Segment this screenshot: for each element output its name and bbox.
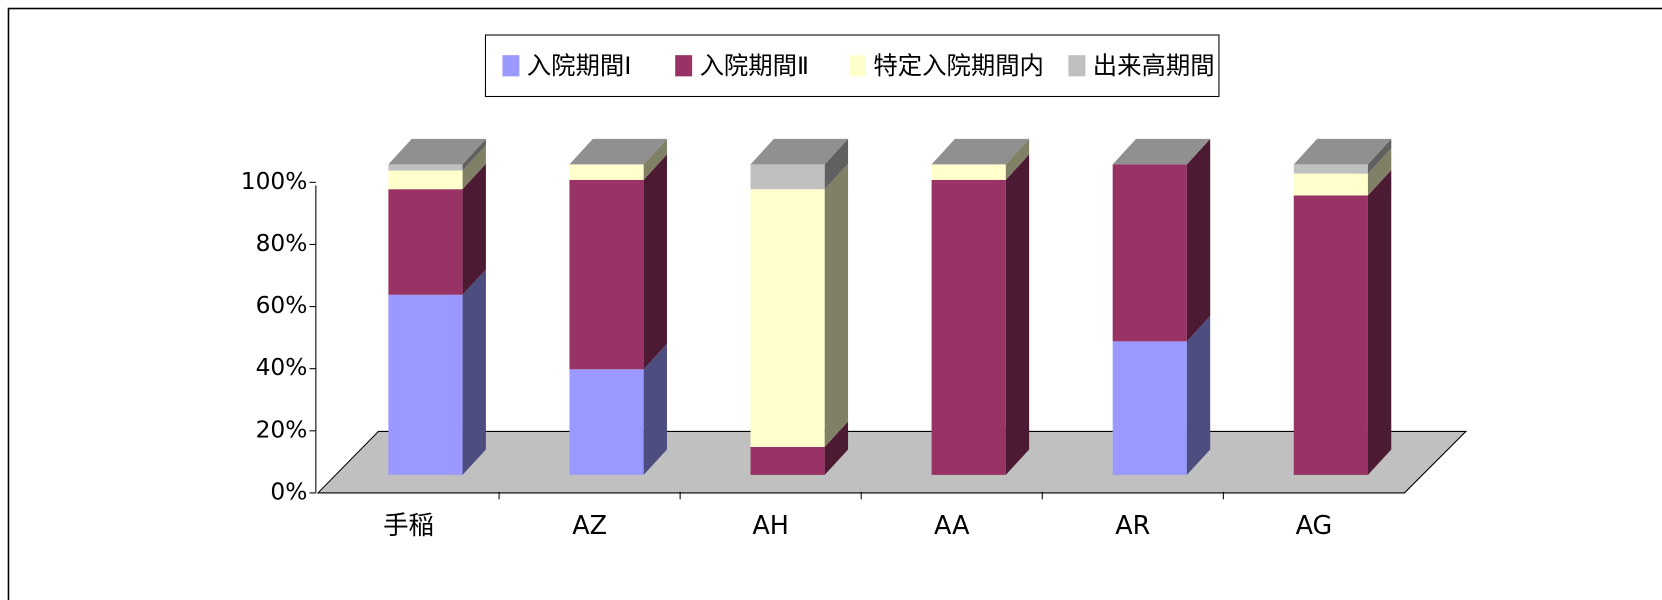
bar-segment bbox=[750, 164, 825, 190]
x-tick-label: AG bbox=[1296, 510, 1333, 540]
bar-segment bbox=[388, 294, 463, 475]
bar-top bbox=[569, 138, 667, 165]
bar-segment bbox=[750, 189, 825, 447]
y-tick-label: 100% bbox=[241, 168, 308, 195]
x-tick-label: AZ bbox=[572, 510, 607, 540]
bar-segment bbox=[569, 179, 644, 370]
legend-label: 入院期間Ⅱ bbox=[700, 51, 809, 80]
legend-swatch bbox=[502, 55, 520, 77]
legend-swatch bbox=[675, 55, 693, 77]
bar-segment bbox=[1112, 164, 1187, 342]
bar-segment bbox=[388, 189, 463, 295]
x-tick-label: 手稲 bbox=[383, 510, 434, 540]
bar-side bbox=[462, 138, 486, 171]
y-tick-label: 20% bbox=[256, 416, 308, 443]
y-tick-label: 0% bbox=[270, 478, 307, 505]
bar-top bbox=[1293, 138, 1392, 165]
bar-side bbox=[824, 163, 849, 447]
y-tick-label: 60% bbox=[256, 292, 308, 319]
bar-side bbox=[824, 421, 849, 475]
bar-top bbox=[388, 138, 486, 165]
bar-segment bbox=[931, 164, 1006, 180]
bar-segment bbox=[1293, 164, 1368, 174]
legend-label: 入院期間Ⅰ bbox=[527, 51, 632, 80]
x-tick-label: AR bbox=[1115, 510, 1150, 540]
bar-segment bbox=[569, 369, 644, 475]
bar-side bbox=[1005, 138, 1030, 180]
bar-side bbox=[1186, 315, 1211, 475]
bar-side bbox=[824, 138, 849, 190]
bar-segment bbox=[1293, 173, 1368, 196]
floor bbox=[316, 430, 1468, 494]
bar-top bbox=[931, 138, 1030, 165]
bar-side bbox=[643, 138, 667, 180]
bar-side bbox=[462, 269, 486, 475]
bar-side bbox=[1186, 138, 1211, 342]
y-tick-label: 80% bbox=[256, 230, 308, 257]
x-tick-label: AA bbox=[934, 510, 970, 540]
bar-segment bbox=[931, 179, 1006, 475]
bar-side bbox=[1367, 169, 1392, 475]
legend-label: 特定入院期間内 bbox=[873, 51, 1044, 80]
bar-side bbox=[643, 343, 667, 475]
bar-top bbox=[750, 138, 849, 165]
bar-side bbox=[1367, 148, 1392, 196]
bar-segment bbox=[1112, 341, 1187, 475]
legend-label: 出来高期間 bbox=[1093, 51, 1215, 80]
bar-side bbox=[643, 154, 667, 370]
bar-segment bbox=[1293, 195, 1368, 475]
bar-side bbox=[462, 163, 486, 295]
bar-segment bbox=[388, 164, 463, 171]
bar-segment bbox=[569, 164, 644, 180]
bar-segment bbox=[750, 446, 825, 475]
bar-side bbox=[1367, 138, 1392, 174]
bar-side bbox=[462, 145, 486, 190]
legend-swatch bbox=[849, 55, 866, 77]
y-tick-label: 40% bbox=[256, 354, 308, 381]
legend-swatch bbox=[1068, 55, 1086, 77]
x-tick-label: AH bbox=[752, 510, 789, 540]
bar-segment bbox=[388, 170, 463, 190]
bar-top bbox=[1112, 138, 1211, 165]
bar-side bbox=[1005, 154, 1030, 475]
